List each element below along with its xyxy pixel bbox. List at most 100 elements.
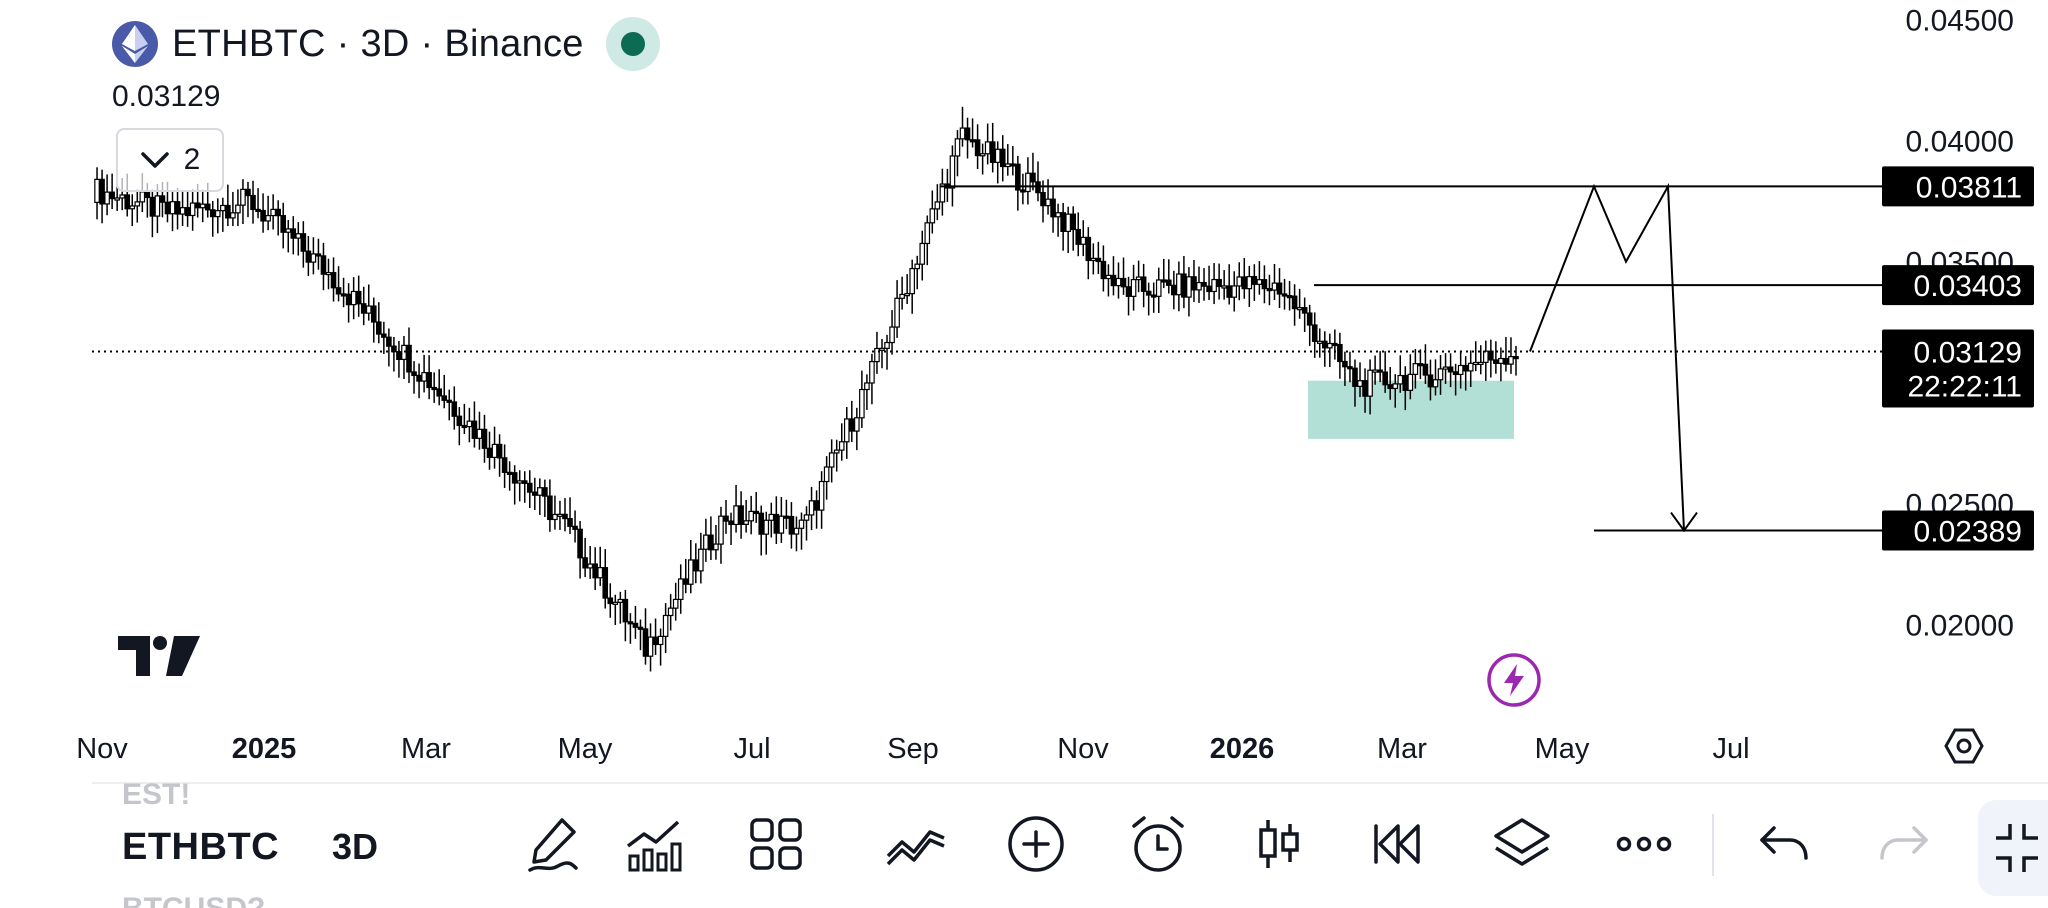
symbol-legend[interactable]: ETHBTC · 3D · Binance (112, 17, 660, 71)
candle (914, 263, 921, 270)
candle (194, 202, 201, 209)
candle (1015, 163, 1021, 191)
toolbar-divider (1712, 814, 1714, 876)
candle (1125, 286, 1132, 297)
indicators-button[interactable] (622, 812, 686, 876)
chart-canvas[interactable]: 0.045000.040000.035000.030000.025000.020… (0, 0, 2048, 780)
fullscreen-icon (1996, 824, 2038, 872)
candle (531, 491, 538, 496)
candle (597, 567, 604, 579)
candle (1256, 279, 1263, 285)
candle (758, 512, 765, 535)
symbol-selector[interactable]: ETHBTC (122, 826, 280, 868)
price-tag-resistance-mid-bg (1882, 265, 2034, 306)
candle (255, 208, 261, 213)
candle (265, 214, 271, 222)
candle (1060, 212, 1066, 232)
current-price-tag[interactable]: 0.03129 (1914, 336, 2022, 369)
layouts-button[interactable] (744, 812, 808, 876)
candle (235, 204, 241, 214)
undo-button[interactable] (1752, 812, 1816, 876)
more-button[interactable] (1612, 812, 1676, 876)
candle (119, 194, 125, 199)
candle (743, 520, 749, 525)
candle (778, 515, 785, 534)
candle (1337, 343, 1343, 363)
candle (305, 250, 312, 263)
ethereum-icon (112, 21, 158, 67)
candle (204, 203, 211, 211)
alert-button[interactable] (1126, 812, 1190, 876)
object-tree-button[interactable] (1490, 812, 1554, 876)
candle (250, 194, 256, 211)
candle (1201, 281, 1207, 287)
price-axis-label: 0.02000 (1906, 610, 2014, 643)
candle (381, 333, 387, 338)
collapse-indicators-button[interactable]: 2 (116, 128, 224, 192)
candle (476, 428, 483, 439)
price-tag-target-bg (1882, 510, 2034, 551)
candle (979, 153, 986, 157)
candle (1236, 276, 1243, 287)
layers-icon (1494, 818, 1550, 866)
candle (1316, 340, 1323, 344)
candle (833, 449, 840, 454)
candle (1080, 236, 1087, 245)
candle (753, 510, 759, 515)
candle (813, 500, 820, 511)
candle (682, 578, 689, 585)
ghost-symbol-below[interactable]: BTCUSD? (122, 892, 265, 908)
candle (1246, 275, 1253, 290)
replay-button[interactable] (1366, 812, 1430, 876)
candle (325, 272, 332, 276)
candle (154, 195, 161, 217)
candle (1181, 273, 1187, 298)
candle (1513, 356, 1519, 360)
candle (129, 205, 136, 210)
add-button[interactable] (1004, 812, 1068, 876)
chart-settings-icon[interactable] (1944, 726, 1984, 766)
candle (974, 139, 981, 157)
candle (1045, 198, 1051, 207)
compare-icon (886, 830, 945, 866)
time-axis-label: 2026 (1210, 733, 1275, 765)
chart-area[interactable]: 0.045000.040000.035000.030000.025000.020… (0, 0, 2048, 780)
interval-selector[interactable]: 3D (332, 826, 379, 867)
redo-button[interactable] (1872, 812, 1936, 876)
candle (214, 210, 221, 218)
chart-type-button[interactable] (1246, 812, 1310, 876)
market-status-icon[interactable] (605, 17, 660, 71)
candle (1105, 274, 1112, 280)
drawing-tool-button[interactable] (522, 812, 586, 876)
compare-button[interactable] (884, 812, 948, 876)
candle (1462, 364, 1469, 372)
candle (1030, 172, 1036, 183)
candle (1150, 294, 1157, 298)
fullscreen-button[interactable] (1978, 800, 2048, 896)
candle (315, 253, 322, 257)
ghost-symbol-above[interactable]: EST! (122, 778, 191, 811)
price-tag-target[interactable]: 0.02389 (1914, 516, 2022, 549)
candle (370, 305, 377, 323)
candle (733, 505, 739, 526)
price-tag-resistance-high[interactable]: 0.03811 (1916, 171, 2022, 204)
candle (793, 527, 800, 535)
candle (1261, 279, 1268, 290)
candle (491, 443, 498, 458)
candle (416, 374, 422, 382)
price-tag-resistance-mid[interactable]: 0.03403 (1914, 270, 2022, 303)
time-axis-label: Mar (1377, 733, 1427, 765)
candle (1110, 274, 1117, 287)
time-axis-label: Nov (1057, 733, 1109, 765)
candle (627, 621, 634, 625)
candle (708, 534, 714, 551)
flash-icon[interactable] (1486, 652, 1542, 708)
candle (1402, 374, 1409, 391)
candle (521, 480, 528, 484)
projection-path[interactable] (1529, 182, 1685, 531)
candle (1120, 277, 1127, 288)
chevron-down-icon (140, 152, 169, 168)
candle (994, 148, 1001, 163)
candle (260, 209, 266, 222)
candle (174, 201, 181, 215)
